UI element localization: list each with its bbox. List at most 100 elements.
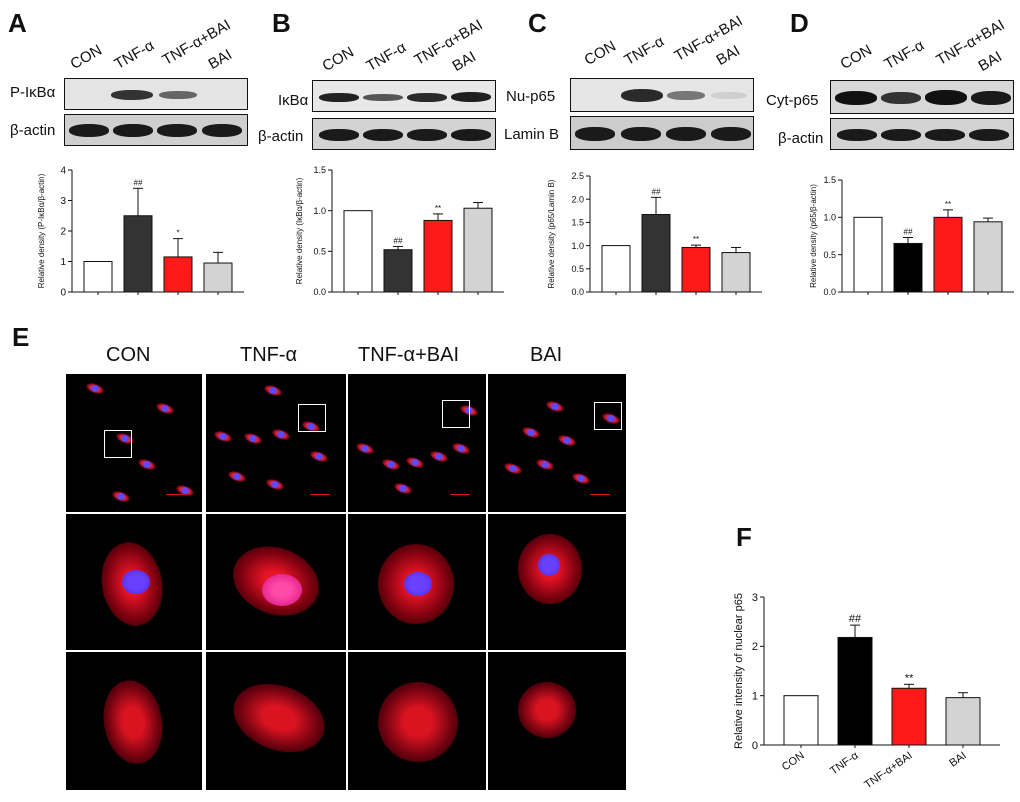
bar — [163, 256, 193, 293]
blot-band — [202, 124, 242, 137]
x-tick-label: CON — [780, 750, 807, 774]
lane-label-con: CON — [67, 41, 105, 73]
blot-band — [407, 93, 447, 102]
blot-row-label-beta-actin: β-actin — [778, 130, 824, 147]
blot-band — [363, 129, 403, 141]
bar — [853, 216, 883, 293]
cell-nucleus — [161, 405, 169, 412]
blot-band — [621, 127, 661, 141]
cell-nucleus — [411, 459, 419, 466]
blot-band — [363, 94, 403, 101]
zoom-region-box — [298, 404, 326, 432]
cell-nucleus — [121, 435, 129, 442]
blot-band — [575, 127, 615, 141]
blot-band — [971, 91, 1011, 105]
blot-band — [157, 124, 197, 137]
y-tick-label: 2 — [752, 641, 758, 653]
bar-chart-f: 0 1 2 3 Relative intensity of nuclear p65 CON… — [733, 592, 1000, 792]
cell-nucleus — [404, 572, 432, 596]
blot-band — [69, 124, 109, 137]
blot-band — [159, 91, 197, 99]
bar-chart-d: 0.0 0.5 1.0 1.5 Relative density (p65/β-acti… — [809, 175, 1014, 297]
cell-nucleus — [307, 423, 315, 430]
lane-label-bai: BAI — [205, 46, 235, 73]
western-blot-nu-p65 — [570, 78, 754, 112]
column-header-bai: BAI — [530, 344, 563, 366]
bar — [343, 210, 373, 293]
cell-nucleus — [269, 387, 277, 394]
cell-nucleus — [181, 487, 189, 494]
micrograph-cell — [206, 514, 346, 650]
y-tick-label: 1.0 — [313, 206, 326, 216]
significance-label: ## — [849, 613, 862, 625]
micrograph-cell — [348, 652, 486, 790]
micrograph-cell — [66, 514, 202, 650]
cell-nucleus — [527, 429, 535, 436]
cell-nucleus — [551, 403, 559, 410]
blot-band — [881, 129, 921, 141]
cell-nucleus — [435, 453, 443, 460]
x-tick-label: TNF-α+BAI — [862, 750, 914, 792]
micrograph-cell — [488, 652, 626, 790]
significance-label: ** — [435, 204, 441, 213]
blot-row-label-beta-actin: β-actin — [10, 122, 56, 139]
blot-band — [319, 93, 359, 102]
blot-band — [881, 92, 921, 104]
blot-band — [835, 91, 877, 105]
bar-chart-c: 0.0 0.5 1.0 1.5 2.0 2.5 Relative density (p65/… — [547, 171, 762, 297]
y-tick-label: 2.5 — [571, 171, 584, 181]
panel-letter-d: D — [790, 8, 809, 38]
cell-nucleus — [541, 461, 549, 468]
y-tick-label: 2 — [60, 227, 66, 238]
bar — [203, 262, 233, 293]
blot-band — [319, 129, 359, 141]
zoom-region-box — [594, 402, 622, 430]
scale-bar — [450, 494, 470, 495]
bar — [933, 216, 963, 293]
blot-band — [666, 127, 706, 141]
x-tick-label: BAI — [947, 750, 968, 770]
western-blot-p-ikba — [64, 78, 248, 110]
blot-band — [925, 129, 965, 141]
panel-letter-a: A — [8, 8, 27, 38]
bar — [423, 219, 453, 293]
western-blot-cyt-p65 — [830, 80, 1014, 114]
y-tick-label: 0 — [60, 288, 66, 299]
y-axis-label: Relative density (IκBα/β-actin) — [295, 177, 304, 284]
scale-bar — [166, 494, 186, 495]
y-tick-label: 1 — [60, 257, 66, 268]
blot-row-label-beta-actin: β-actin — [258, 128, 304, 145]
cell-nucleus — [538, 554, 560, 576]
blot-band — [451, 92, 491, 102]
blot-row-label-lamin-b: Lamin B — [504, 126, 560, 143]
blot-row-label-p-ikba: P-IκBα — [10, 84, 56, 101]
y-axis-label: Relative intensity of nuclear p65 — [733, 593, 745, 749]
micrograph-cell — [66, 374, 202, 512]
bar — [891, 687, 927, 746]
cell-nucleus — [457, 445, 465, 452]
blot-band — [925, 90, 967, 105]
p65-signal — [378, 682, 458, 762]
micrograph-cell — [488, 374, 626, 512]
western-blot-lamin-b — [570, 116, 754, 150]
bar-chart-b: 0.0 0.5 1.0 1.5 Relative density (IκBα/β-act… — [295, 165, 504, 297]
micrograph-cell — [206, 652, 346, 790]
significance-label: ## — [904, 227, 913, 236]
blot-row-label-nu-p65: Nu-p65 — [506, 88, 556, 105]
cell-nucleus — [361, 445, 369, 452]
blot-band — [407, 129, 447, 141]
blot-band — [111, 90, 153, 100]
blot-band — [711, 92, 747, 99]
lane-label-bai: BAI — [449, 48, 479, 75]
cell-nucleus — [509, 465, 517, 472]
y-tick-label: 0.0 — [823, 287, 836, 297]
micrograph-cell — [488, 514, 626, 650]
blot-band — [667, 91, 705, 100]
y-tick-label: 1 — [752, 691, 758, 703]
y-tick-label: 1.5 — [313, 165, 326, 175]
bar — [783, 695, 819, 746]
bar — [601, 245, 631, 293]
y-tick-label: 3 — [752, 592, 758, 604]
lane-label-con: CON — [581, 37, 619, 69]
cell-nucleus — [277, 431, 285, 438]
